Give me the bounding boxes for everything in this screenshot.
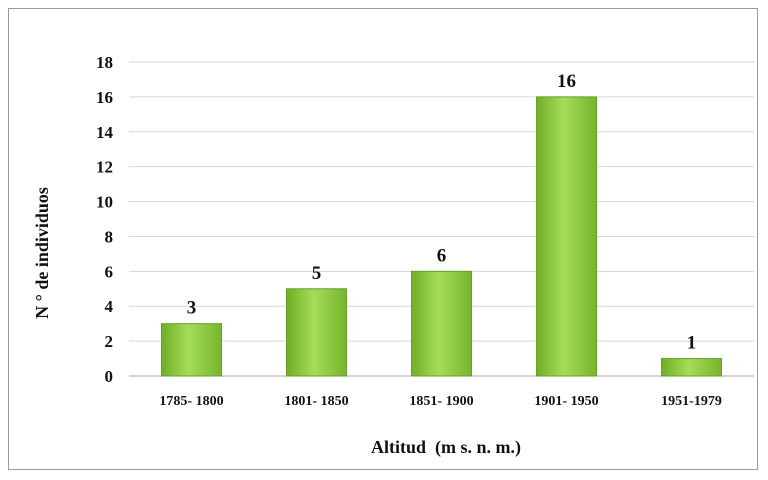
bar (661, 358, 722, 377)
data-label: 3 (187, 298, 197, 319)
x-tick-label: 1801- 1850 (284, 394, 348, 409)
data-label: 6 (437, 245, 447, 266)
y-tick-label: 12 (96, 158, 113, 177)
y-tick-label: 4 (105, 297, 114, 316)
y-tick-label: 0 (105, 367, 114, 386)
data-labels: 3 5 6 16 1 (187, 71, 697, 354)
bar (286, 288, 347, 377)
gridlines (129, 61, 754, 377)
y-axis-title: N ° de individuos (32, 187, 52, 319)
y-tick-label: 14 (96, 123, 114, 142)
x-tick-label: 1851- 1900 (409, 394, 473, 409)
y-tick-label: 16 (96, 88, 113, 107)
bars (161, 96, 722, 377)
y-tick-label: 6 (105, 262, 114, 281)
x-tick-label: 1785- 1800 (159, 394, 223, 409)
y-tick-label: 8 (105, 227, 114, 246)
x-axis-title: Altitud (m s. n. m.) (371, 437, 521, 458)
data-label: 1 (687, 333, 697, 354)
y-tick-label: 2 (105, 332, 114, 351)
bar (411, 270, 472, 377)
x-axis-ticks: 1785- 1800 1801- 1850 1851- 1900 1901- 1950… (159, 394, 721, 409)
data-label: 5 (312, 263, 322, 284)
bar (536, 96, 597, 377)
y-axis-ticks: 0 2 4 6 8 10 12 14 16 18 (96, 53, 114, 386)
data-label: 16 (557, 71, 576, 92)
bar-chart: 0 2 4 6 8 10 12 14 16 18 3 5 6 16 1 1785- 1800 1801- 1… (32, 53, 754, 458)
x-tick-label: 1901- 1950 (534, 394, 598, 409)
y-tick-label: 18 (96, 53, 113, 72)
bar (161, 323, 222, 377)
chart-frame: 0 2 4 6 8 10 12 14 16 18 3 5 6 16 1 1785- 1800 1801- 1… (8, 8, 758, 470)
x-tick-label: 1951-1979 (661, 394, 722, 409)
y-tick-label: 10 (96, 193, 113, 212)
